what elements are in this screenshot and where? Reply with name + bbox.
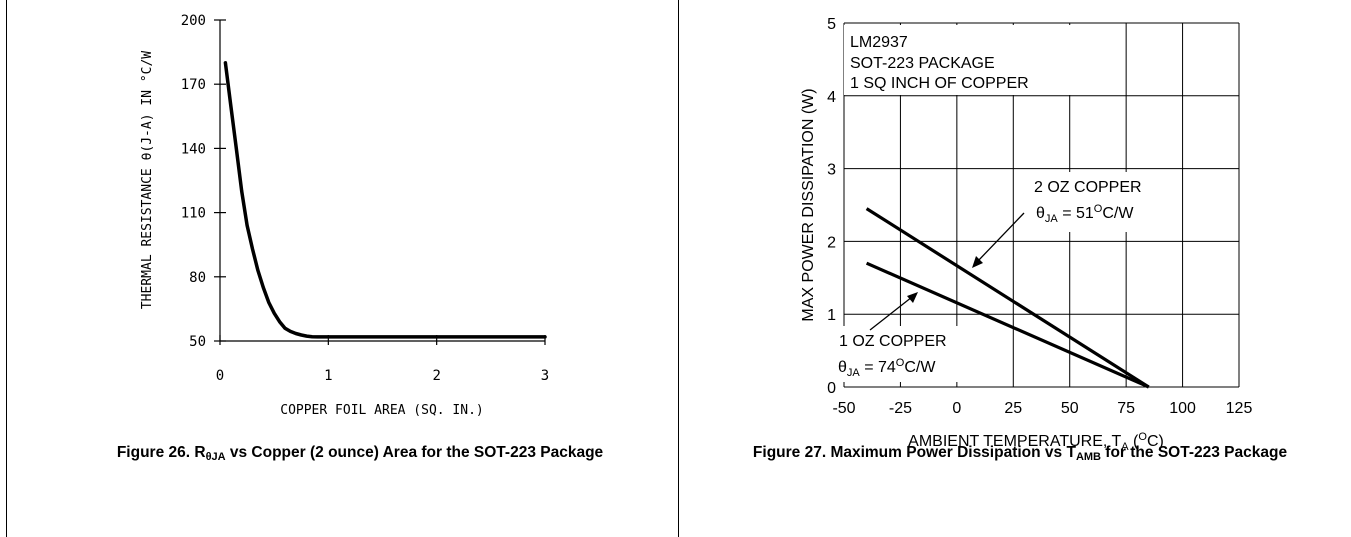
y-tick-label: 170: [181, 77, 206, 93]
annotation-line-1: LM2937: [850, 34, 908, 51]
caption-subscript: AMB: [1075, 451, 1101, 463]
label-1oz-theta: θJA = 74OC/W: [838, 357, 936, 379]
x-tick-label: 100: [1169, 400, 1196, 417]
label-1oz-copper: 1 OZ COPPER: [839, 333, 947, 350]
x-tick-label: 0: [952, 400, 961, 417]
label-1oz-bg: [837, 326, 987, 382]
caption-subscript: θJA: [205, 451, 226, 463]
x-tick-label: -50: [832, 400, 855, 417]
y-tick-label: 2: [827, 234, 836, 251]
page-left-border: [6, 0, 7, 537]
x-tick-label: 25: [1004, 400, 1022, 417]
caption-rest: for the SOT-223 Package: [1101, 444, 1288, 461]
x-tick-label: -25: [889, 400, 912, 417]
x-tick-label: 3: [541, 368, 549, 384]
annotation-line-2: SOT-223 PACKAGE: [850, 55, 995, 72]
y-tick-label: 200: [181, 13, 206, 29]
y-tick-label: 3: [827, 162, 836, 179]
x-tick-label: 50: [1061, 400, 1079, 417]
caption-prefix: Figure 26. R: [116, 444, 206, 461]
arrow-2oz-head: [972, 256, 983, 268]
figure-26-caption: Figure 26. RθJA vs Copper (2 ounce) Area…: [80, 443, 640, 463]
y-tick-label: 140: [181, 141, 206, 157]
y-tick-label: 50: [189, 334, 206, 350]
label-2oz-theta: θJA = 51OC/W: [1036, 203, 1134, 225]
arrow-2oz-shaft: [976, 212, 1025, 263]
figure-27-caption: Figure 27. Maximum Power Dissipation vs …: [720, 443, 1320, 463]
label-2oz-bg: [1028, 172, 1175, 232]
x-tick-label: 75: [1117, 400, 1135, 417]
arrow-1oz-shaft: [869, 296, 913, 331]
label-2oz-copper: 2 OZ COPPER: [1034, 179, 1142, 196]
series-1oz-copper-line: [865, 261, 1150, 389]
figure-divider: [678, 0, 679, 537]
y-tick-label: 5: [827, 16, 836, 33]
arrow-1oz-head: [907, 292, 918, 303]
thermal-resistance-curve: [223, 61, 547, 339]
caption-rest: vs Copper (2 ounce) Area for the SOT-223…: [225, 444, 604, 461]
series-2oz-copper-line: [865, 207, 1150, 389]
figure-26-chart: 50 80 110 140 170 200 0 1 2 3 COPPER FOIL AREA (S…: [140, 13, 549, 418]
caption-prefix: Figure 27. Maximum Power Dissipation vs …: [752, 444, 1076, 461]
y-tick-label: 0: [827, 380, 836, 397]
annotation-box-bg: [844, 25, 1076, 95]
x-tick-label: 2: [432, 368, 440, 384]
y-tick-label: 1: [827, 307, 836, 324]
annotation-line-3: 1 SQ INCH OF COPPER: [850, 75, 1029, 92]
y-axis-label: THERMAL RESISTANCE θ(J-A) IN °C/W: [140, 51, 155, 309]
x-tick-label: 1: [324, 368, 332, 384]
y-tick-label: 110: [181, 206, 206, 222]
y-tick-label: 80: [189, 270, 206, 286]
y-axis-label: MAX POWER DISSIPATION (W): [800, 88, 817, 321]
y-tick-label: 4: [827, 89, 836, 106]
x-tick-label: 125: [1226, 400, 1253, 417]
x-axis-label: COPPER FOIL AREA (SQ. IN.): [280, 403, 484, 418]
x-tick-label: 0: [216, 368, 224, 384]
